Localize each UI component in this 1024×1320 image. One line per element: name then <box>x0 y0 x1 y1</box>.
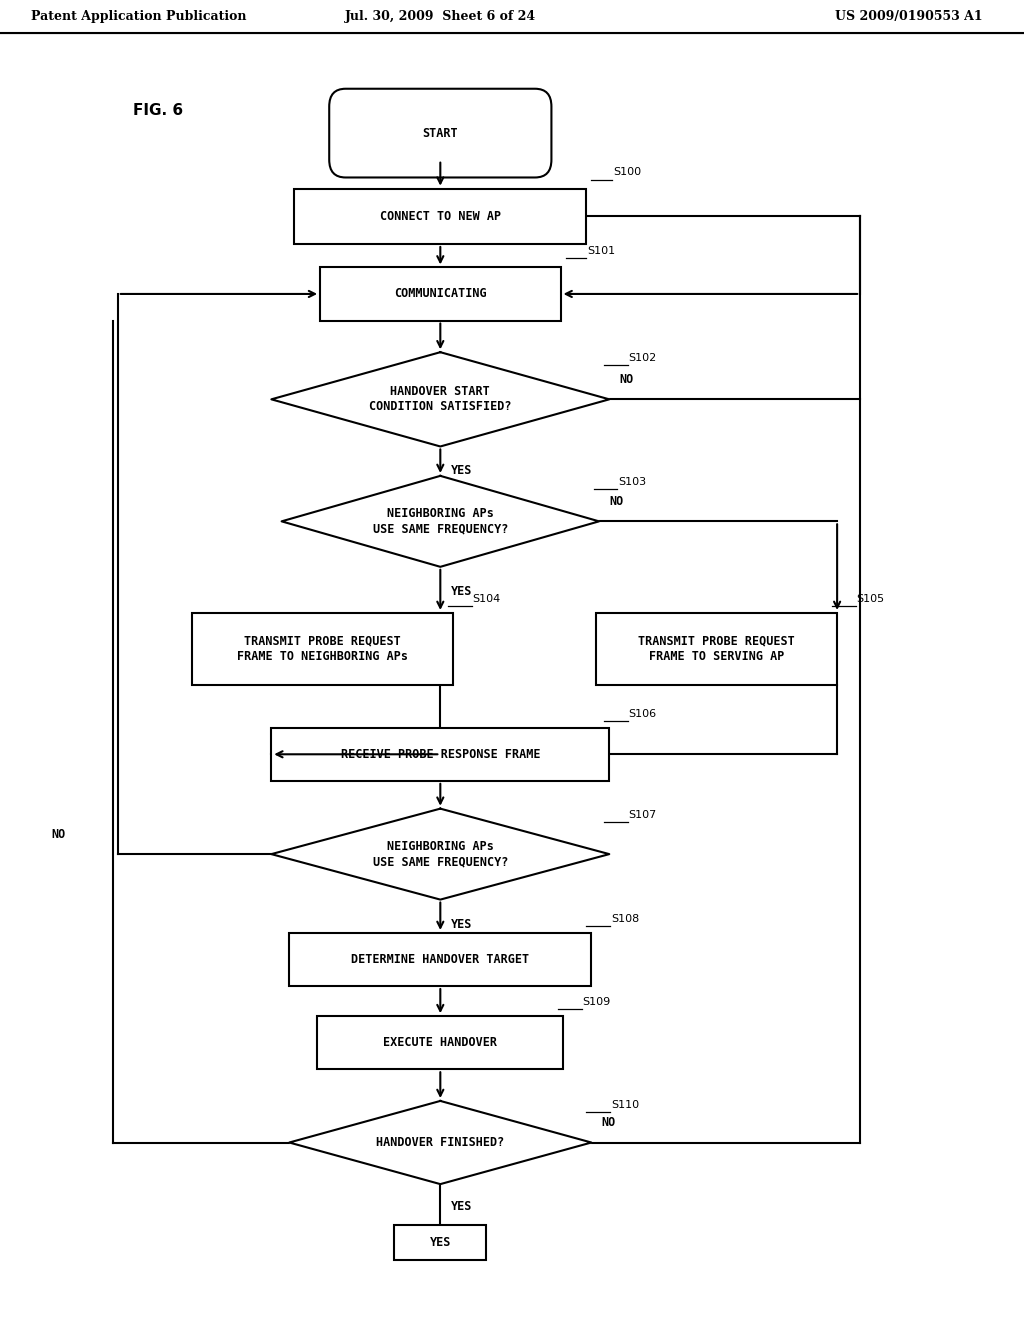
Text: HANDOVER START
CONDITION SATISFIED?: HANDOVER START CONDITION SATISFIED? <box>369 385 512 413</box>
Bar <box>295 189 586 244</box>
Bar <box>271 727 609 781</box>
Text: NO: NO <box>51 828 66 841</box>
Bar <box>289 933 591 986</box>
Text: Jul. 30, 2009  Sheet 6 of 24: Jul. 30, 2009 Sheet 6 of 24 <box>345 11 536 24</box>
Text: S109: S109 <box>583 997 611 1007</box>
Text: US 2009/0190553 A1: US 2009/0190553 A1 <box>836 11 983 24</box>
Text: S107: S107 <box>629 809 657 820</box>
Text: S102: S102 <box>629 354 657 363</box>
Text: NO: NO <box>620 372 634 385</box>
Bar <box>193 612 453 685</box>
Text: Patent Application Publication: Patent Application Publication <box>31 11 246 24</box>
Text: HANDOVER FINISHED?: HANDOVER FINISHED? <box>376 1137 505 1148</box>
Text: START: START <box>423 127 458 140</box>
Text: S101: S101 <box>588 247 615 256</box>
Text: RECEIVE PROBE RESPONSE FRAME: RECEIVE PROBE RESPONSE FRAME <box>341 748 540 760</box>
Text: EXECUTE HANDOVER: EXECUTE HANDOVER <box>383 1036 498 1049</box>
Polygon shape <box>282 477 599 566</box>
Text: S104: S104 <box>473 594 501 605</box>
Text: NO: NO <box>609 495 624 508</box>
Text: S108: S108 <box>610 913 639 924</box>
Text: TRANSMIT PROBE REQUEST
FRAME TO SERVING AP: TRANSMIT PROBE REQUEST FRAME TO SERVING … <box>638 635 796 663</box>
Text: YES: YES <box>430 1236 451 1249</box>
Text: YES: YES <box>451 465 472 478</box>
Bar <box>596 612 838 685</box>
Text: S100: S100 <box>612 168 641 177</box>
Polygon shape <box>271 352 609 446</box>
Text: YES: YES <box>451 917 472 931</box>
Text: YES: YES <box>451 1200 472 1213</box>
Text: S103: S103 <box>618 477 646 487</box>
Bar <box>394 1225 486 1261</box>
Text: COMMUNICATING: COMMUNICATING <box>394 288 486 301</box>
Bar <box>319 268 561 321</box>
Text: YES: YES <box>451 585 472 598</box>
Bar <box>317 1016 563 1069</box>
Text: CONNECT TO NEW AP: CONNECT TO NEW AP <box>380 210 501 223</box>
Text: FIG. 6: FIG. 6 <box>133 103 183 119</box>
Text: NO: NO <box>602 1115 615 1129</box>
FancyBboxPatch shape <box>330 88 551 177</box>
Text: S110: S110 <box>610 1100 639 1110</box>
Text: S106: S106 <box>629 709 656 719</box>
Polygon shape <box>271 809 609 900</box>
Text: TRANSMIT PROBE REQUEST
FRAME TO NEIGHBORING APs: TRANSMIT PROBE REQUEST FRAME TO NEIGHBOR… <box>238 635 408 663</box>
Text: NEIGHBORING APs
USE SAME FREQUENCY?: NEIGHBORING APs USE SAME FREQUENCY? <box>373 840 508 869</box>
Text: NEIGHBORING APs
USE SAME FREQUENCY?: NEIGHBORING APs USE SAME FREQUENCY? <box>373 507 508 536</box>
Polygon shape <box>289 1101 592 1184</box>
Text: DETERMINE HANDOVER TARGET: DETERMINE HANDOVER TARGET <box>351 953 529 966</box>
Text: S105: S105 <box>856 594 885 605</box>
